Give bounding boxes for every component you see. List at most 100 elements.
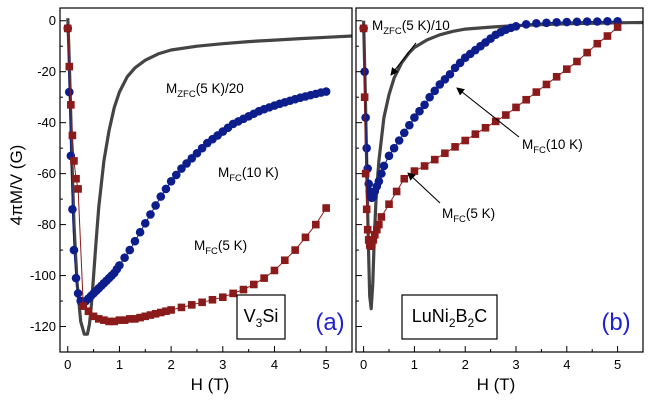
material-label-box (236, 294, 286, 340)
x-tick-label-3: 3 (219, 357, 226, 372)
data-point-fc10 (73, 289, 83, 298)
y-axis-label: 4πM/V (G) (7, 145, 26, 226)
panel-a-ticks: 0 1 2 3 4 5 0 -20 -40 -60 -80 -100 -120 (30, 13, 330, 372)
data-point-fc5 (361, 169, 370, 178)
y-tick-label--60: -60 (37, 166, 56, 181)
data-point-fc5 (532, 88, 541, 96)
material-label: V3Si (244, 306, 279, 330)
series-label-fc10: MFC(10 K) (522, 137, 583, 156)
data-point-fc5 (322, 204, 330, 212)
series-label-zfc: MZFC(5 K)/20 (166, 81, 244, 100)
data-point-fc5 (410, 167, 419, 175)
panel-a-x-axis-label: H (T) (191, 375, 230, 394)
data-point-fc10 (394, 136, 404, 145)
data-point-fc5 (385, 200, 393, 209)
data-point-fc10 (166, 176, 176, 186)
data-point-fc10 (552, 17, 561, 27)
data-point-fc5 (229, 289, 237, 298)
panel-a: 0 1 2 3 4 5 0 -20 -40 -60 -80 -100 -120 MZFC(5 K)/20… (30, 7, 353, 372)
data-point-fc5 (363, 225, 372, 234)
data-point-fc5 (400, 174, 409, 183)
data-point-fc5 (312, 220, 320, 229)
data-point-fc5 (481, 123, 490, 132)
data-point-fc5 (198, 298, 206, 307)
data-point-fc5 (120, 316, 129, 324)
data-point-fc5 (72, 174, 80, 183)
data-point-fc5 (70, 157, 78, 165)
data-point-fc5 (364, 236, 373, 244)
data-point-fc10 (399, 128, 409, 138)
data-point-fc10 (562, 17, 572, 27)
panel-a-marks (63, 18, 352, 336)
data-point-fc10 (68, 205, 77, 214)
data-point-fc10 (130, 236, 140, 246)
annotation-arrow (456, 87, 520, 138)
data-point-fc5 (367, 239, 376, 248)
data-point-fc5 (115, 316, 124, 324)
data-point-fc10 (135, 227, 145, 237)
data-point-fc5 (522, 95, 530, 104)
data-point-fc5 (110, 317, 119, 326)
y-tick-label--80: -80 (37, 217, 56, 232)
data-point-fc5 (471, 130, 480, 138)
data-point-fc10 (156, 192, 166, 201)
series-label-fc10: MFC(10 K) (218, 165, 279, 184)
data-point-fc10 (69, 245, 79, 255)
series-line-zfc (362, 20, 643, 311)
data-point-fc5 (542, 80, 551, 89)
data-point-fc10 (171, 170, 181, 180)
data-point-fc10 (425, 92, 434, 102)
data-point-fc5 (613, 23, 622, 31)
data-point-fc10 (389, 143, 399, 153)
data-point-fc10 (405, 120, 414, 130)
panel-b-ticks: 0 1 2 3 4 5 (356, 20, 621, 372)
data-point-fc5 (146, 311, 155, 319)
data-point-fc5 (369, 236, 378, 244)
y-tick-label--20: -20 (37, 64, 56, 79)
data-point-fc10 (362, 143, 371, 153)
data-point-fc5 (420, 162, 429, 170)
panel-b-x-axis-label: H (T) (477, 375, 516, 394)
data-point-fc5 (250, 280, 258, 289)
data-point-fc5 (208, 295, 217, 304)
data-point-fc10 (603, 16, 612, 26)
data-point-fc10 (146, 210, 155, 219)
data-point-fc5 (512, 103, 520, 112)
data-point-fc5 (131, 315, 139, 323)
data-point-fc5 (68, 131, 77, 140)
data-point-fc5 (162, 307, 170, 316)
y-tick-label--40: -40 (37, 115, 56, 130)
data-point-fc5 (552, 73, 561, 81)
data-point-fc5 (301, 233, 310, 242)
data-point-fc5 (141, 312, 150, 321)
data-point-fc5 (441, 149, 449, 158)
data-point-fc5 (156, 308, 165, 317)
x-tick-label-5: 5 (323, 357, 330, 372)
data-point-fc10 (321, 87, 331, 96)
data-point-fc10 (65, 87, 74, 97)
panel-b-annotations: MZFC(5 K)/10 MFC(10 K) MFC(5 K) LuNi2B2C (b) (372, 18, 631, 340)
data-point-fc5 (89, 312, 98, 321)
data-point-fc5 (100, 316, 108, 324)
data-point-fc5 (375, 220, 383, 229)
annotation-arrow (407, 172, 441, 204)
data-point-fc10 (410, 113, 419, 122)
data-point-fc5 (392, 187, 401, 196)
data-point-fc10 (374, 176, 384, 186)
y-tick-label-0: 0 (49, 13, 56, 28)
data-point-fc10 (532, 18, 541, 28)
data-point-fc5 (491, 117, 500, 126)
data-point-fc5 (239, 285, 248, 294)
data-point-fc10 (384, 151, 394, 161)
annotation-arrow (390, 42, 417, 76)
data-point-fc10 (592, 17, 602, 26)
series-line-zfc (66, 18, 352, 336)
data-point-fc5 (359, 24, 368, 33)
x-tick-label-0: 0 (64, 357, 71, 372)
data-point-fc5 (563, 65, 571, 73)
data-point-fc5 (94, 315, 103, 323)
data-point-fc10 (445, 69, 455, 79)
data-point-fc5 (461, 136, 470, 145)
data-point-fc5 (125, 315, 134, 323)
